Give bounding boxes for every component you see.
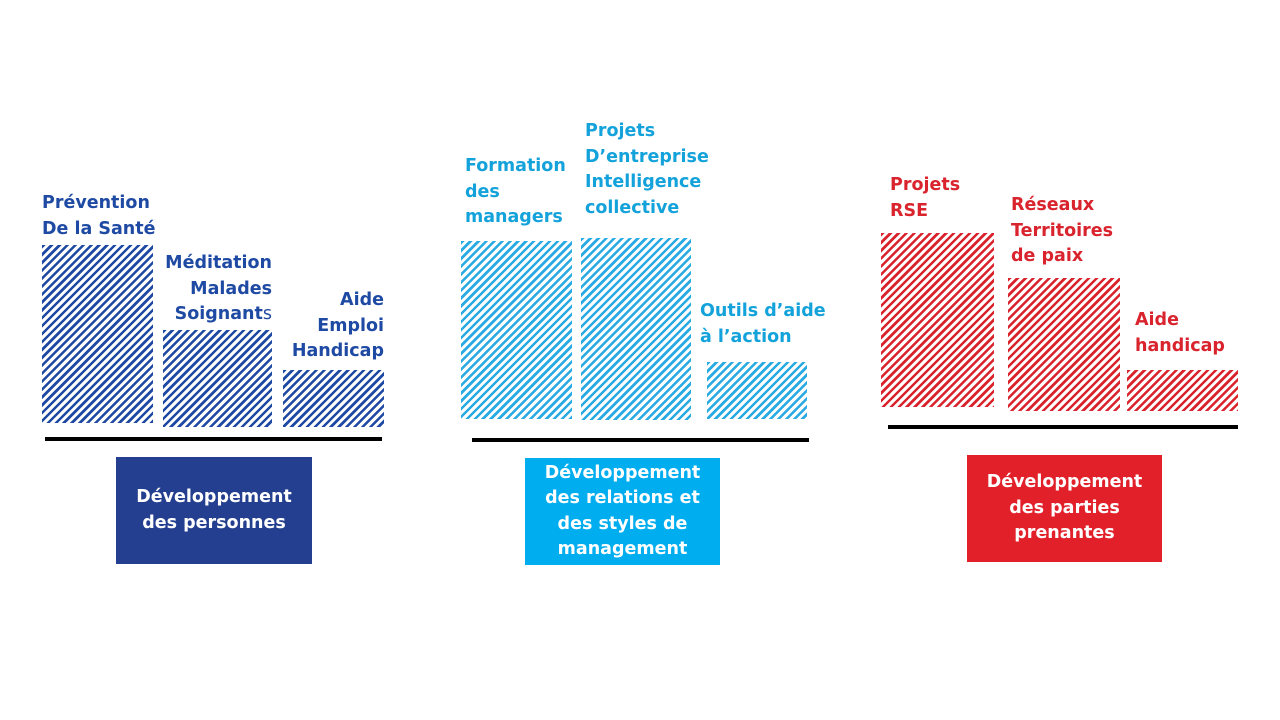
baseline-personnes xyxy=(45,437,382,441)
label-outils-aide-action: Outils d’aide à l’action xyxy=(700,301,826,347)
label-projets-rse: Projets RSE xyxy=(890,175,961,221)
bar-prevention-sante xyxy=(42,245,153,423)
bar-reseaux-territoires xyxy=(1008,278,1120,411)
bar-projets-entreprise xyxy=(581,238,691,420)
bar-formation-managers xyxy=(461,241,572,419)
label-reseaux-territoires: Réseaux Territoires de paix xyxy=(1011,195,1114,266)
baseline-parties-prenantes xyxy=(888,425,1238,429)
label-aide-emploi-handicap: Aide Emploi Handicap xyxy=(291,290,384,361)
category-box-relations-management: Développement des relations et des style… xyxy=(525,458,720,565)
label-meditation-main: Méditation Malades Soignant xyxy=(165,253,272,324)
baseline-relations-management xyxy=(472,438,809,442)
label-formation-managers: Formation des managers xyxy=(465,156,566,227)
label-meditation-tail: s xyxy=(262,304,272,324)
category-box-personnes: Développement des personnes xyxy=(116,457,312,564)
label-projets-entreprise: Projets D’entreprise Intelligence collec… xyxy=(585,121,709,218)
bar-projets-rse xyxy=(881,233,994,407)
bar-meditation xyxy=(163,330,272,427)
category-box-parties-prenantes: Développement des parties prenantes xyxy=(967,455,1162,562)
label-meditation: Méditation Malades Soignants xyxy=(163,251,272,328)
bar-outils-aide-action xyxy=(707,362,807,419)
bar-aide-handicap xyxy=(1127,370,1238,411)
label-prevention-sante: Prévention De la Santé xyxy=(42,193,156,239)
label-aide-handicap: Aide handicap xyxy=(1135,310,1225,356)
bar-aide-emploi-handicap xyxy=(283,370,384,427)
